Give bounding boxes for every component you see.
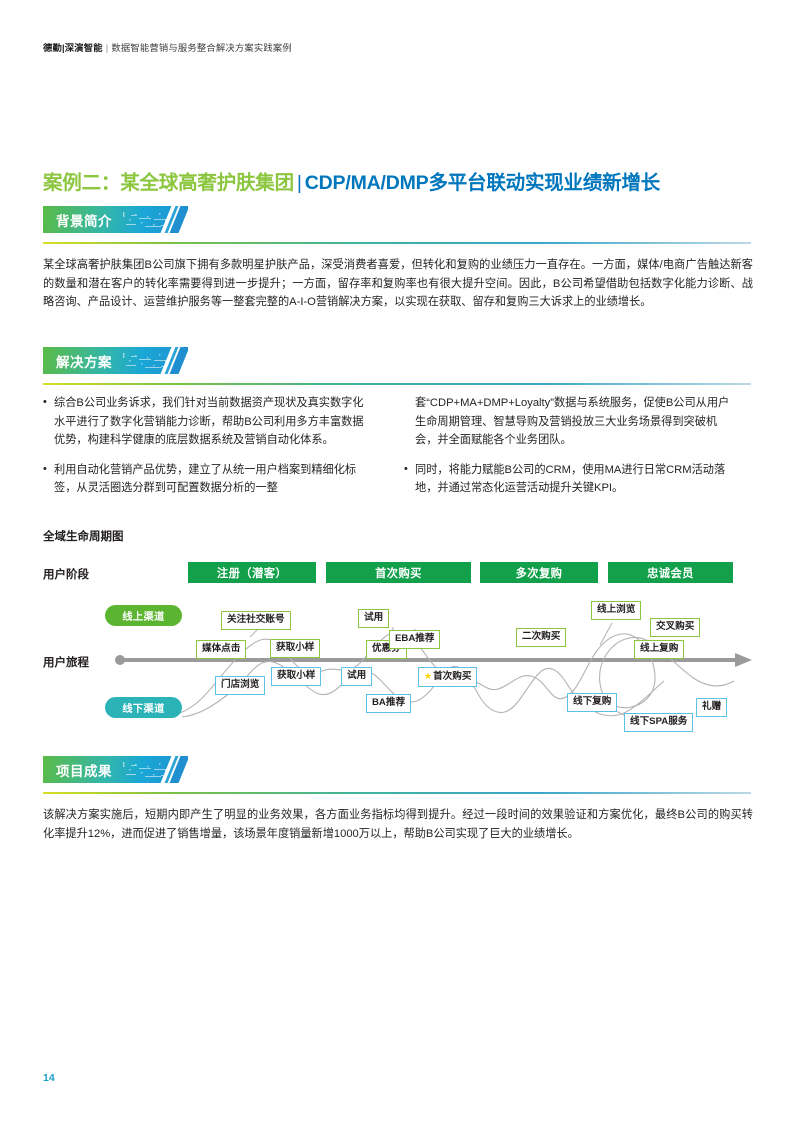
star-icon: ★ (424, 671, 433, 681)
badge-decoration-icon (123, 762, 169, 777)
journey-node-12: 试用 (341, 667, 373, 686)
channel-pill-online: 线上渠道 (105, 605, 182, 626)
running-header-separator: | (105, 43, 109, 53)
journey-node-8: 交叉购买 (650, 618, 701, 637)
page-title-suffix: CDP/MA/DMP多平台联动实现业绩新增长 (304, 172, 661, 194)
stage-row-label: 用户阶段 (43, 569, 89, 581)
running-header-subtitle: 数据智能营销与服务整合解决方案实践案例 (111, 43, 292, 53)
journey-node-16: 线下SPA服务 (624, 713, 694, 732)
diagram-title: 全域生命周期图 (43, 531, 124, 543)
section-divider-results (43, 792, 751, 794)
journey-node-14: ★首次购买 (418, 667, 478, 687)
section-badge-background: 背景简介 (43, 206, 188, 238)
running-header: 德勤|深演智能 | 数据智能营销与服务整合解决方案实践案例 (43, 40, 292, 54)
page-title: 案例二：某全球高奢护肤集团 | CDP/MA/DMP多平台联动实现业绩新增长 (43, 166, 660, 195)
journey-node-13: BA推荐 (366, 694, 412, 713)
results-paragraph: 该解决方案实施后，短期内即产生了明显的业务效果，各方面业务指标均得到提升。经过一… (43, 809, 753, 840)
list-item: 利用自动化营销产品优势，建立了从统一用户档案到精细化标签，从灵活圈选分群到可配置… (43, 460, 373, 498)
solution-bullets-right: 套“CDP+MA+DMP+Loyalty”数据与系统服务，促使B公司从用户生命周… (404, 394, 734, 509)
badge-decoration-icon (123, 353, 169, 368)
journey-row-label: 用户旅程 (43, 657, 89, 669)
stage-bar-3: 忠诚会员 (608, 562, 733, 583)
journey-node-3: 试用 (358, 609, 390, 628)
journey-node-0: 关注社交账号 (221, 611, 291, 630)
journey-node-2: 获取小样 (270, 639, 321, 658)
list-item: 综合B公司业务诉求，我们针对当前数据资产现状及真实数字化水平进行了数字化营销能力… (43, 393, 373, 450)
stage-bar-0: 注册（潜客） (188, 562, 316, 583)
journey-node-17: 礼赠 (696, 698, 728, 717)
section-badge-solution: 解决方案 (43, 347, 188, 379)
channel-pill-offline: 线下渠道 (105, 697, 182, 718)
journey-node-15: 线下复购 (567, 693, 618, 712)
list-item: 套“CDP+MA+DMP+Loyalty”数据与系统服务，促使B公司从用户生命周… (415, 397, 730, 447)
page-title-divider: | (296, 172, 302, 194)
section-badge-results: 项目成果 (43, 756, 188, 788)
journey-diagram: 线上渠道 线下渠道 关注社交账号 媒体点击 获取小样 试用 优惠券 EBA推荐 线上浏览 二次购… (0, 585, 794, 745)
list-item: 同时，将能力赋能B公司的CRM，使用MA进行日常CRM活动落地，并通过常态化运营… (404, 460, 734, 498)
journey-node-10: 门店浏览 (215, 676, 266, 695)
solution-bullets-left: 综合B公司业务诉求，我们针对当前数据资产现状及真实数字化水平进行了数字化营销能力… (43, 393, 373, 509)
journey-node-6: 线上浏览 (591, 601, 642, 620)
journey-node-7: 二次购买 (516, 628, 567, 647)
section-badge-label: 背景简介 (56, 214, 112, 229)
badge-decoration-icon (123, 212, 169, 227)
page-title-prefix: 案例二：某全球高奢护肤集团 (43, 172, 294, 194)
section-divider-background (43, 242, 751, 244)
running-header-brand: 德勤|深演智能 (43, 43, 103, 53)
journey-node-5: EBA推荐 (389, 630, 441, 649)
section-badge-label: 项目成果 (56, 764, 112, 779)
section-divider-solution (43, 383, 751, 385)
journey-node-9: 线上复购 (634, 640, 685, 659)
page-number: 14 (43, 1072, 55, 1084)
journey-node-1: 媒体点击 (196, 640, 247, 659)
stage-bar-2: 多次复购 (480, 562, 598, 583)
stage-bar-1: 首次购买 (326, 562, 471, 583)
section-badge-label: 解决方案 (56, 355, 112, 370)
journey-node-11: 获取小样 (271, 667, 322, 686)
background-paragraph: 某全球高奢护肤集团B公司旗下拥有多款明星护肤产品，深受消费者喜爱，但转化和复购的… (43, 259, 753, 309)
